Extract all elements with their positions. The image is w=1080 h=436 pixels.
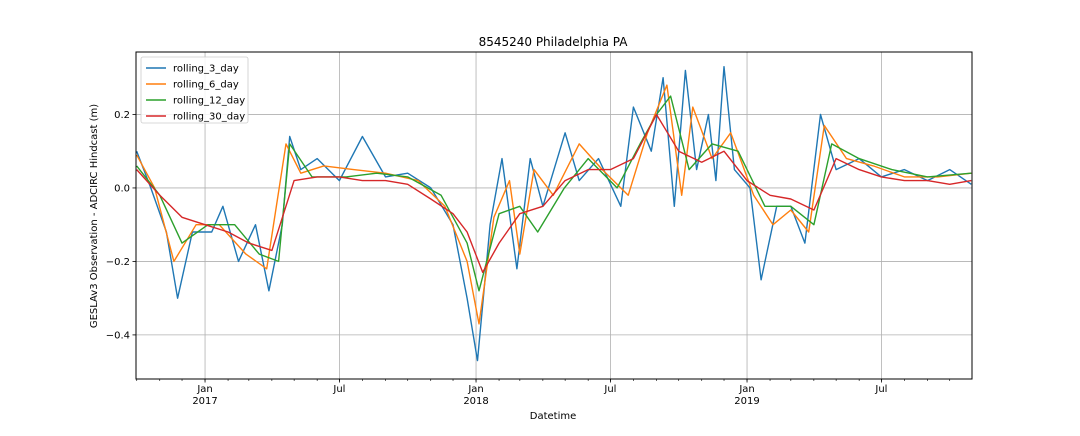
chart-title: 8545240 Philadelphia PA [479,35,629,49]
series-line-rolling-6-day [136,84,972,325]
series-line-rolling-12-day [136,95,972,292]
x-tick-label: Jan [738,384,754,395]
legend-label: rolling_3_day [173,64,239,75]
legend-label: rolling_30_day [173,112,245,123]
x-tick-year-label: 2018 [463,396,488,407]
series-line-rolling-30-day [136,113,972,274]
grid-layer [136,52,972,379]
series-layer [136,65,972,362]
x-tick-year-label: 2017 [192,396,217,407]
y-tick-label: 0.0 [114,183,130,194]
y-axis-label: GESLAv3 Observation - ADCIRC Hindcast (m… [89,104,100,328]
x-tick-label: Jul [332,384,345,395]
x-tick-label: Jan [196,384,212,395]
plot-frame [135,51,973,380]
legend-label: rolling_6_day [173,80,239,91]
y-tick-label: −0.4 [106,330,130,341]
legend: rolling_3_day rolling_6_day rolling_12_day… [140,56,249,124]
x-axis-label: Datetime [530,411,577,422]
legend-label: rolling_12_day [173,96,245,107]
x-tick-label: Jan [467,384,483,395]
x-tick-label: Jul [874,384,887,395]
legend-box [140,56,249,124]
x-tick-year-label: 2019 [734,396,759,407]
x-tick-label: Jul [603,384,616,395]
y-tick-label: −0.2 [106,257,130,268]
y-tick-label: 0.2 [114,110,130,121]
